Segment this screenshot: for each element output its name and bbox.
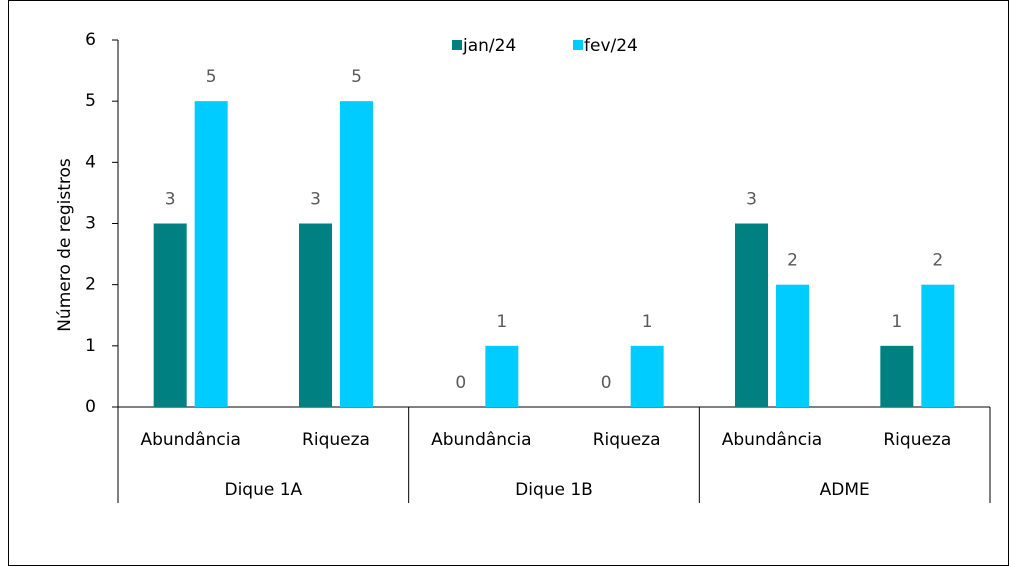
x-tick-label: Abundância bbox=[431, 430, 531, 450]
value-label: 0 bbox=[455, 373, 466, 393]
y-axis-label: Número de registros bbox=[55, 158, 75, 332]
group-label: Dique 1A bbox=[224, 480, 302, 500]
y-tick-label: 1 bbox=[85, 336, 96, 356]
value-label: 1 bbox=[891, 312, 902, 332]
bar bbox=[340, 101, 373, 408]
value-label: 1 bbox=[496, 312, 507, 332]
value-label: 2 bbox=[932, 251, 943, 271]
bar bbox=[485, 345, 519, 407]
y-tick-label: 6 bbox=[85, 30, 96, 50]
value-label: 5 bbox=[351, 67, 362, 87]
legend-label: jan/24 bbox=[462, 36, 516, 56]
legend-label: fev/24 bbox=[584, 36, 638, 56]
x-tick-label: Riqueza bbox=[302, 430, 370, 450]
y-tick-label: 5 bbox=[85, 91, 96, 111]
bar bbox=[880, 345, 914, 407]
y-tick-label: 0 bbox=[85, 397, 96, 417]
bar bbox=[735, 223, 768, 407]
bar bbox=[630, 345, 664, 407]
value-label: 3 bbox=[310, 190, 321, 210]
value-label: 3 bbox=[746, 190, 757, 210]
bar bbox=[153, 223, 187, 407]
x-tick-label: Abundância bbox=[722, 430, 822, 450]
y-tick-label: 4 bbox=[85, 152, 96, 172]
x-tick-label: Riqueza bbox=[593, 430, 661, 450]
bar bbox=[299, 223, 332, 407]
legend-swatch bbox=[452, 40, 462, 50]
bar bbox=[194, 101, 228, 408]
value-label: 2 bbox=[787, 251, 798, 271]
value-label: 0 bbox=[601, 373, 612, 393]
value-label: 1 bbox=[642, 312, 653, 332]
bar bbox=[921, 284, 955, 407]
x-tick-label: Abundância bbox=[140, 430, 240, 450]
value-label: 3 bbox=[165, 190, 176, 210]
group-label: ADME bbox=[820, 480, 870, 500]
bar bbox=[776, 284, 809, 407]
y-tick-label: 2 bbox=[85, 275, 96, 295]
x-tick-label: Riqueza bbox=[883, 430, 951, 450]
group-label: Dique 1B bbox=[515, 480, 593, 500]
value-label: 5 bbox=[206, 67, 217, 87]
legend-swatch bbox=[573, 40, 583, 50]
y-tick-label: 3 bbox=[85, 214, 96, 234]
